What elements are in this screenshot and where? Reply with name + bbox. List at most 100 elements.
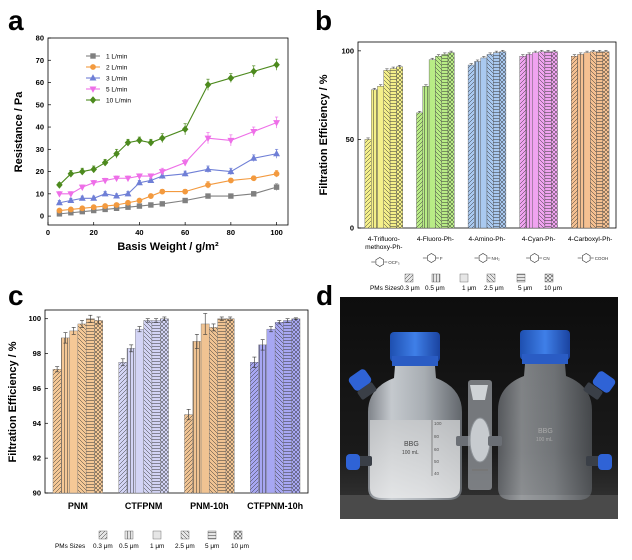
bar: [209, 323, 218, 494]
panel-d-photo: BBG 100 mL 100 80 60 50 40: [340, 297, 618, 519]
data-point: [55, 198, 63, 206]
panel-a-ylabel: Resistance / Pa: [13, 91, 25, 173]
panel-b-category-label: 4-Amino-Ph-: [468, 236, 505, 243]
bar: [422, 84, 430, 229]
bar: [428, 57, 436, 229]
panel-a-xtick-label: 40: [135, 228, 143, 237]
data-point: [273, 149, 281, 157]
bar: [499, 49, 507, 229]
data-point: [113, 149, 120, 158]
panel-b-category-label: 4-Fluoro-Ph-: [417, 236, 454, 243]
right-bottle-brand: BBG: [538, 428, 553, 435]
left-bottle-volume: 100 mL: [402, 450, 419, 456]
legend-label: 10 μm: [231, 543, 249, 550]
bar: [291, 317, 301, 494]
data-point: [205, 193, 211, 199]
bar: [602, 49, 610, 229]
chemical-structure-icon: NH₂: [474, 253, 500, 263]
data-point: [273, 60, 280, 69]
substituent-label: NH₂: [492, 256, 500, 261]
bar: [447, 50, 455, 229]
bar: [396, 65, 403, 229]
bar: [544, 49, 552, 229]
series-line: [59, 64, 277, 186]
data-point: [78, 194, 86, 201]
legend-label: 1 μm: [462, 285, 476, 292]
legend-label: 2.5 μm: [175, 543, 195, 550]
panel-a-ytick-label: 30: [36, 145, 44, 154]
data-point: [125, 199, 131, 206]
chemical-structure-icon: F: [422, 253, 443, 263]
panel-a-ytick-label: 0: [40, 212, 44, 221]
data-point: [147, 176, 155, 183]
legend-label: 2 L/min: [106, 64, 128, 71]
membrane-clamp: [468, 380, 492, 490]
right-bottle-valve-lower: [598, 454, 612, 470]
data-point: [273, 184, 280, 190]
right-bottle: BBG 100 mL: [488, 330, 616, 500]
data-point: [204, 80, 212, 89]
panel-letter-d: d: [316, 280, 333, 311]
data-point: [147, 173, 155, 180]
right-bottle-cap: [520, 330, 570, 360]
panel-a-ytick-label: 80: [36, 34, 44, 43]
data-point: [250, 67, 257, 76]
data-point: [250, 175, 257, 182]
data-point: [113, 192, 121, 199]
legend-label: 5 μm: [205, 543, 219, 550]
data-point: [204, 135, 212, 143]
series-1-l-min: [56, 183, 280, 217]
panel-c-ytick-label: 90: [33, 489, 41, 498]
panel-b-ylabel: Filtration Efficiency / %: [318, 74, 330, 195]
left-bottle-cap: [390, 332, 440, 362]
data-point: [135, 178, 143, 186]
data-point: [182, 197, 188, 204]
data-point: [90, 180, 98, 187]
legend-label: 1 μm: [150, 543, 164, 550]
data-point: [250, 154, 258, 161]
data-point: [78, 184, 86, 192]
left-bottle-valve-lower: [346, 454, 360, 470]
bar: [151, 318, 161, 494]
bar: [250, 356, 259, 494]
bar: [225, 316, 235, 494]
data-point: [159, 134, 166, 142]
data-point: [124, 138, 132, 147]
data-point: [101, 158, 109, 167]
data-point: [273, 120, 281, 127]
panel-c-ytick-label: 98: [33, 349, 41, 358]
data-point: [158, 169, 166, 176]
data-point: [273, 170, 280, 177]
panel-letter-b: b: [315, 5, 332, 36]
bar: [525, 52, 533, 229]
panel-c-category-label: CTFPNM-10h: [247, 501, 303, 511]
bar: [596, 49, 604, 229]
substituent-label: COOH: [595, 256, 609, 261]
panel-a-xtick-label: 80: [227, 228, 235, 237]
data-point: [55, 191, 63, 198]
legend-swatch: [544, 273, 554, 283]
panel-a-xlabel: Basis Weight / g/m²: [117, 241, 219, 253]
bar: [258, 339, 268, 494]
data-point: [227, 137, 235, 145]
panel-c-ytick-label: 100: [28, 314, 41, 323]
data-point: [181, 125, 189, 134]
bar: [143, 318, 153, 494]
substituent-label: F: [440, 256, 443, 261]
panel-c-legend-title: PMs Sizes: [55, 543, 85, 550]
panel-a-xtick-label: 60: [181, 228, 189, 237]
chemical-structure-icon: CN: [526, 253, 550, 263]
bar: [94, 316, 103, 494]
scale-mark-40: 40: [434, 471, 440, 476]
data-point: [113, 202, 120, 208]
bar: [435, 54, 442, 229]
bar: [467, 63, 475, 229]
left-bottle-cap-ring: [392, 356, 438, 366]
clamp-handle: [470, 385, 488, 400]
data-point: [113, 175, 121, 183]
legend-swatch: [459, 273, 469, 283]
data-point: [205, 182, 211, 188]
right-bottle-volume: 100 mL: [536, 437, 553, 443]
legend-label: 2.5 μm: [484, 285, 504, 292]
bar: [441, 52, 449, 229]
